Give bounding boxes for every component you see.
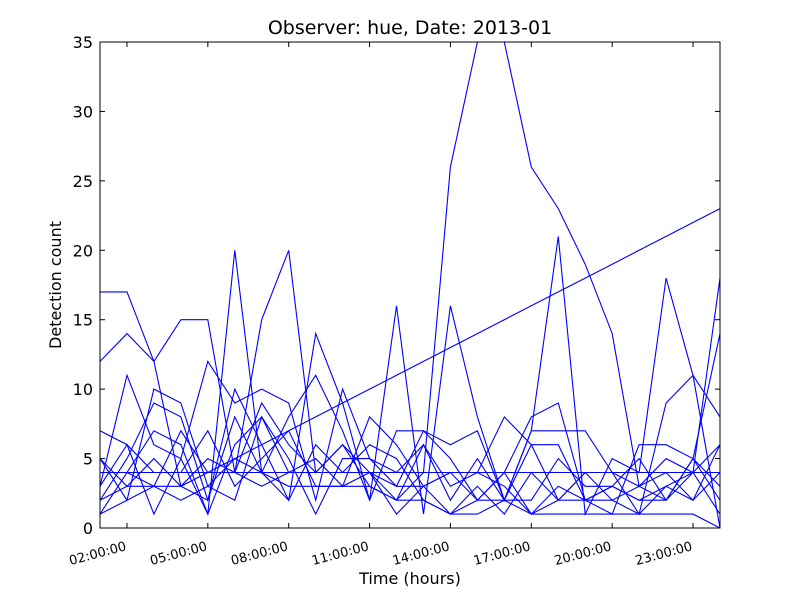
- y-tick-label: 5: [83, 450, 93, 469]
- series-group: [100, 42, 720, 528]
- x-tick-label: 05:00:00: [149, 539, 209, 569]
- x-tick-label: 11:00:00: [310, 539, 370, 569]
- series-line-3: [100, 250, 720, 517]
- plot-frame: [99, 41, 721, 529]
- x-tick-label: 23:00:00: [634, 539, 694, 569]
- series-line-8: [100, 416, 720, 516]
- x-axis-title: Time (hours): [358, 569, 461, 588]
- x-tick-label: 17:00:00: [472, 539, 532, 569]
- y-tick-label: 30: [73, 102, 93, 121]
- series-line-6: [100, 387, 720, 515]
- y-tick-label: 20: [73, 241, 93, 260]
- series-line-13: [100, 208, 720, 515]
- x-tick-label: 02:00:00: [68, 539, 128, 569]
- y-tick-label: 35: [73, 33, 93, 52]
- series-line-2: [100, 236, 720, 528]
- y-tick-label: 0: [83, 519, 93, 538]
- series-line-12: [100, 457, 720, 528]
- y-tick-label: 15: [73, 311, 93, 330]
- y-axis: 0 5 10 15 20 25 30 35: [73, 33, 720, 538]
- series-line-1: [100, 42, 720, 501]
- chart-title: Observer: hue, Date: 2013-01: [268, 17, 552, 39]
- x-tick-label: 20:00:00: [553, 539, 613, 569]
- y-tick-label: 10: [73, 380, 93, 399]
- y-axis-title: Detection count: [46, 221, 65, 349]
- x-tick-label: 14:00:00: [391, 539, 451, 569]
- series-line-9: [100, 429, 720, 515]
- y-tick-label: 25: [73, 172, 93, 191]
- x-tick-label: 08:00:00: [229, 539, 289, 569]
